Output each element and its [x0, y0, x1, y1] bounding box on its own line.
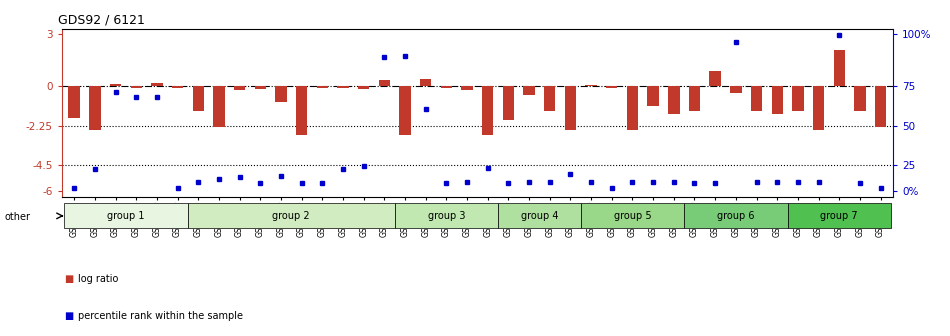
- Bar: [771, 86, 783, 114]
- Text: group 6: group 6: [717, 211, 754, 221]
- Bar: [585, 85, 597, 86]
- Bar: [130, 86, 142, 88]
- Bar: [710, 72, 721, 86]
- Bar: [316, 86, 328, 88]
- Bar: [193, 86, 204, 111]
- Bar: [627, 86, 638, 130]
- Bar: [833, 50, 845, 86]
- Bar: [564, 86, 576, 130]
- Text: other: other: [5, 212, 30, 222]
- Text: group 2: group 2: [273, 211, 310, 221]
- Bar: [462, 86, 473, 90]
- Text: group 4: group 4: [521, 211, 559, 221]
- Bar: [399, 86, 410, 135]
- Bar: [854, 86, 865, 111]
- Bar: [379, 80, 390, 86]
- Text: group 1: group 1: [107, 211, 144, 221]
- Bar: [276, 86, 287, 102]
- Bar: [503, 86, 514, 120]
- Bar: [188, 203, 394, 228]
- Bar: [731, 86, 742, 93]
- Bar: [394, 203, 498, 228]
- Bar: [668, 86, 679, 114]
- Bar: [441, 86, 452, 88]
- Bar: [337, 86, 349, 88]
- Bar: [523, 86, 535, 95]
- Bar: [813, 86, 825, 130]
- Bar: [151, 83, 162, 86]
- Bar: [172, 86, 183, 88]
- Bar: [689, 86, 700, 111]
- Bar: [606, 86, 618, 88]
- Text: group 5: group 5: [614, 211, 652, 221]
- Bar: [420, 79, 431, 86]
- Bar: [110, 84, 122, 86]
- Text: percentile rank within the sample: percentile rank within the sample: [78, 311, 243, 321]
- Text: group 7: group 7: [821, 211, 858, 221]
- Text: group 3: group 3: [428, 211, 466, 221]
- Bar: [89, 86, 101, 130]
- Bar: [68, 86, 80, 118]
- Bar: [213, 86, 224, 127]
- Text: ■: ■: [65, 274, 74, 284]
- Bar: [684, 203, 788, 228]
- Bar: [875, 86, 886, 127]
- Bar: [788, 203, 891, 228]
- Bar: [792, 86, 804, 111]
- Bar: [580, 203, 684, 228]
- Bar: [255, 86, 266, 89]
- Text: log ratio: log ratio: [78, 274, 118, 284]
- Bar: [498, 203, 580, 228]
- Bar: [296, 86, 307, 135]
- Bar: [358, 86, 370, 89]
- Bar: [750, 86, 762, 111]
- Text: ■: ■: [65, 311, 74, 321]
- Bar: [64, 203, 188, 228]
- Bar: [482, 86, 493, 135]
- Bar: [234, 86, 245, 90]
- Bar: [648, 86, 658, 106]
- Text: GDS92 / 6121: GDS92 / 6121: [58, 13, 144, 26]
- Bar: [544, 86, 556, 111]
